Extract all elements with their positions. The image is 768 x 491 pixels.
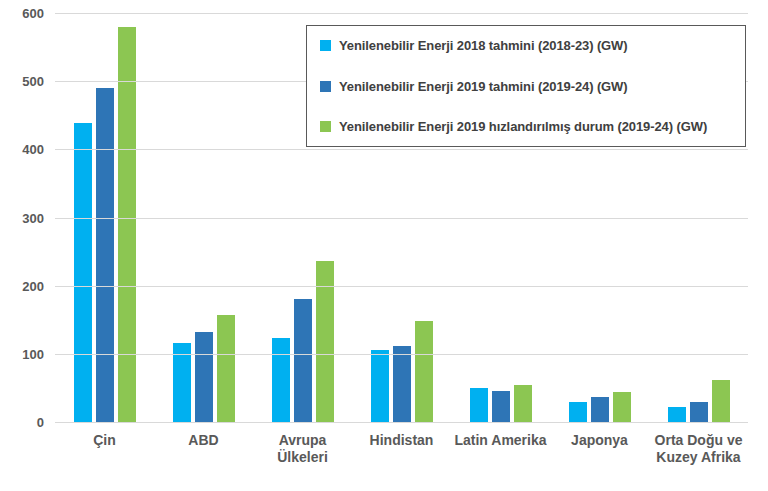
y-axis-tick-label: 500 bbox=[0, 74, 44, 89]
legend-swatch-icon bbox=[320, 40, 331, 51]
legend-item-2018-forecast: Yenilenebilir Enerji 2018 tahmini (2018-… bbox=[320, 38, 739, 53]
gridline bbox=[55, 13, 748, 14]
gridline bbox=[55, 218, 748, 219]
x-axis-label: Avrupa Ülkeleri bbox=[253, 432, 352, 466]
legend-swatch-icon bbox=[320, 121, 331, 132]
legend-item-2019-accelerated: Yenilenebilir Enerji 2019 hızlandırılmış… bbox=[320, 119, 739, 134]
y-axis-tick-label: 300 bbox=[0, 210, 44, 225]
bar bbox=[272, 338, 290, 422]
legend-label: Yenilenebilir Enerji 2018 tahmini (2018-… bbox=[339, 38, 628, 53]
x-axis-label: Hindistan bbox=[352, 432, 451, 466]
bar bbox=[668, 407, 686, 422]
chart-canvas: ÇinABDAvrupa ÜlkeleriHindistanLatin Amer… bbox=[0, 0, 768, 491]
y-axis-tick-label: 100 bbox=[0, 346, 44, 361]
x-axis-label: ABD bbox=[154, 432, 253, 466]
bar bbox=[74, 123, 92, 422]
y-axis-tick-label: 0 bbox=[0, 415, 44, 430]
bar bbox=[118, 27, 136, 422]
y-axis-tick-label: 200 bbox=[0, 278, 44, 293]
y-axis-tick-label: 600 bbox=[0, 6, 44, 21]
legend-label: Yenilenebilir Enerji 2019 tahmini (2019-… bbox=[339, 79, 628, 94]
bar bbox=[393, 346, 411, 422]
x-axis-labels: ÇinABDAvrupa ÜlkeleriHindistanLatin Amer… bbox=[55, 432, 748, 466]
gridline bbox=[55, 422, 748, 423]
bar bbox=[96, 88, 114, 422]
x-axis-label: Latin Amerika bbox=[451, 432, 550, 466]
gridline bbox=[55, 354, 748, 355]
bar bbox=[217, 315, 235, 422]
bar bbox=[569, 402, 587, 422]
legend-label: Yenilenebilir Enerji 2019 hızlandırılmış… bbox=[339, 119, 707, 134]
bar bbox=[492, 391, 510, 422]
bar bbox=[613, 392, 631, 422]
x-axis-label: Orta Doğu ve Kuzey Afrika bbox=[649, 432, 748, 466]
x-axis-label: Japonya bbox=[550, 432, 649, 466]
bar bbox=[514, 385, 532, 422]
legend-item-2019-forecast: Yenilenebilir Enerji 2019 tahmini (2019-… bbox=[320, 79, 739, 94]
bar bbox=[371, 350, 389, 422]
bar bbox=[415, 321, 433, 422]
bar bbox=[294, 299, 312, 422]
y-axis-tick-label: 400 bbox=[0, 142, 44, 157]
gridline bbox=[55, 149, 748, 150]
legend-swatch-icon bbox=[320, 81, 331, 92]
x-axis-label: Çin bbox=[55, 432, 154, 466]
gridline bbox=[55, 286, 748, 287]
bar bbox=[712, 380, 730, 422]
bar bbox=[195, 332, 213, 422]
bar bbox=[690, 402, 708, 422]
legend: Yenilenebilir Enerji 2018 tahmini (2018-… bbox=[306, 25, 746, 147]
bar bbox=[470, 388, 488, 422]
bar bbox=[591, 397, 609, 422]
